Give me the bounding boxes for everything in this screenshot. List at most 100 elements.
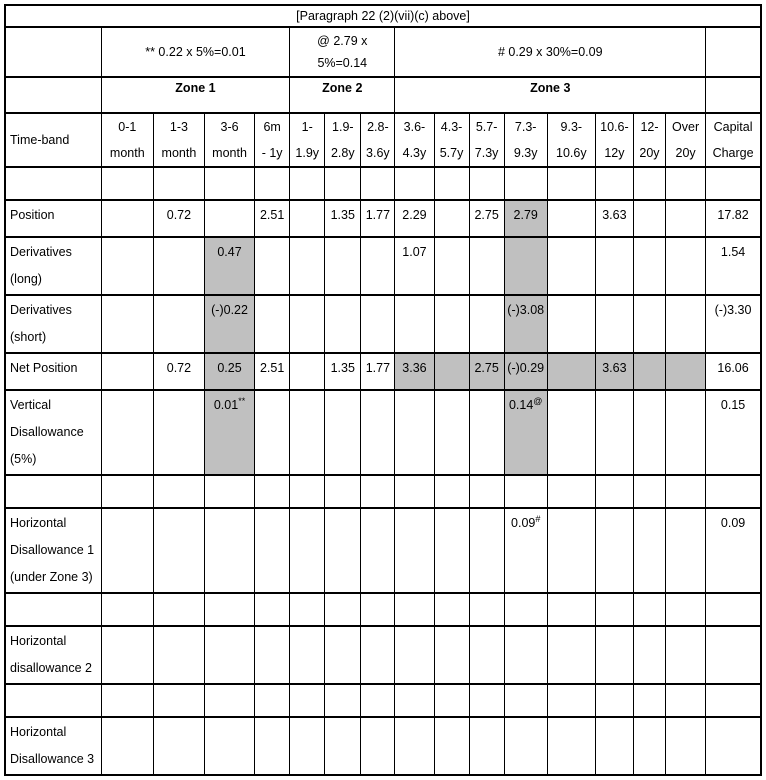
vertical-disallowance-cell-1.9-2.8y (324, 389, 362, 476)
vertical-disallowance-cell-3-6-month: 0.01** (203, 389, 256, 476)
derivatives-short-cell-2.8-3.6y (360, 294, 396, 354)
position-cell-4.3-5.7y (433, 199, 470, 238)
blank-row-3-cell-1-3-month (152, 592, 205, 627)
derivatives-long-cell-3-6-month: 0.47 (203, 236, 256, 296)
col-header-5.7-7.3y: 5.7- 7.3y (468, 112, 505, 168)
blank-row-1-cell-7.3-9.3y (503, 166, 548, 201)
derivatives-long-cell-over-20y (665, 236, 707, 296)
blank-row-4-cell-2.8-3.6y (360, 683, 396, 718)
blank-row-2-label (4, 474, 102, 509)
blank-row-1-cell-9.3-10.6y (546, 166, 596, 201)
net-position-cell-7.3-9.3y: (-)0.29 (503, 352, 548, 391)
col-header-1.9-2.8y: 1.9- 2.8y (324, 112, 362, 168)
net-position-cell-10.6-12y: 3.63 (594, 352, 634, 391)
blank-row-4-cell-over-20y (665, 683, 707, 718)
derivatives-short-cell-7.3-9.3y: (-)3.08 (503, 294, 548, 354)
blank-row-1-cell-0-1-month (100, 166, 154, 201)
blank-row-1-cell-capital-charge (705, 166, 762, 201)
derivatives-long-cell-6m-1y (254, 236, 291, 296)
position-cell-7.3-9.3y: 2.79 (503, 199, 548, 238)
derivatives-long-cell-4.3-5.7y (433, 236, 470, 296)
horizontal-disallowance-1-cell-2.8-3.6y (360, 507, 396, 594)
blank-row-2-cell-10.6-12y (594, 474, 634, 509)
vertical-disallowance-cell-7.3-9.3y: 0.14@ (503, 389, 548, 476)
vertical-disallowance-cell-capital-charge: 0.15 (705, 389, 762, 476)
position-cell-0-1-month (100, 199, 154, 238)
derivatives-long-row: Derivatives (long) 0.47 1.07 1.54 (4, 236, 762, 296)
blank-row-2-cell-over-20y (665, 474, 707, 509)
horizontal-disallowance-3-cell-1.9-2.8y (324, 716, 362, 776)
col-header-6m-1y: 6m - 1y (254, 112, 291, 168)
blank-row-3-cell-12-20y (632, 592, 667, 627)
derivatives-short-cell-over-20y (665, 294, 707, 354)
blank-row-1-cell-10.6-12y (594, 166, 634, 201)
col-header-7.3-9.3y: 7.3- 9.3y (503, 112, 548, 168)
col-header-capital-charge: Capital Charge (705, 112, 762, 168)
blank-row-1-cell-1.9-2.8y (324, 166, 362, 201)
horizontal-disallowance-2-cell-5.7-7.3y (468, 625, 505, 685)
vertical-disallowance-cell-10.6-12y (594, 389, 634, 476)
horizontal-disallowance-3-row: Horizontal Disallowance 3 (4, 716, 762, 776)
derivatives-long-cell-12-20y (632, 236, 667, 296)
blank-row-3-cell-3.6-4.3y (394, 592, 435, 627)
horizontal-disallowance-1-cell-6m-1y (254, 507, 291, 594)
blank-row-4-row (4, 683, 762, 718)
derivatives-long-cell-1-3-month (152, 236, 205, 296)
blank-row-4-cell-6m-1y (254, 683, 291, 718)
blank-row-4-cell-4.3-5.7y (433, 683, 470, 718)
net-position-row: Net Position 0.72 0.25 2.51 1.35 1.77 3.36 2.75… (4, 352, 762, 391)
vertical-disallowance-cell-0-1-month (100, 389, 154, 476)
zone-row-spacer-left (4, 76, 102, 114)
blank-row-1-label (4, 166, 102, 201)
blank-row-1-cell-5.7-7.3y (468, 166, 505, 201)
horizontal-disallowance-3-cell-over-20y (665, 716, 707, 776)
blank-row-1-cell-1-3-month (152, 166, 205, 201)
blank-row-3-cell-3-6-month (203, 592, 256, 627)
blank-row-2-cell-5.7-7.3y (468, 474, 505, 509)
horizontal-disallowance-2-cell-3.6-4.3y (394, 625, 435, 685)
timeband-header-row: Time-band 0-1 month 1-3 month 3-6 month 6m - 1y… (4, 112, 762, 168)
net-position-label: Net Position (4, 352, 102, 391)
position-cell-1.9-2.8y: 1.35 (324, 199, 362, 238)
horizontal-disallowance-2-cell-9.3-10.6y (546, 625, 596, 685)
net-position-cell-3.6-4.3y: 3.36 (394, 352, 435, 391)
horizontal-disallowance-1-cell-over-20y (665, 507, 707, 594)
horizontal-disallowance-1-cell-1-1.9y (289, 507, 326, 594)
blank-row-2-cell-1-3-month (152, 474, 205, 509)
horizontal-disallowance-2-cell-capital-charge (705, 625, 762, 685)
blank-row-2-cell-9.3-10.6y (546, 474, 596, 509)
derivatives-long-cell-1.9-2.8y (324, 236, 362, 296)
horizontal-disallowance-1-cell-7.3-9.3y: 0.09# (503, 507, 548, 594)
formula-row-spacer-left (4, 26, 102, 78)
net-position-cell-1-1.9y (289, 352, 326, 391)
blank-row-4-cell-3-6-month (203, 683, 256, 718)
zone-header-row: Zone 1 Zone 2 Zone 3 (4, 76, 762, 114)
col-header-3.6-4.3y: 3.6- 4.3y (394, 112, 435, 168)
net-position-cell-3-6-month: 0.25 (203, 352, 256, 391)
blank-row-3-label (4, 592, 102, 627)
net-position-cell-2.8-3.6y: 1.77 (360, 352, 396, 391)
horizontal-disallowance-3-cell-4.3-5.7y (433, 716, 470, 776)
horizontal-disallowance-3-cell-0-1-month (100, 716, 154, 776)
horizontal-disallowance-2-label: Horizontal disallowance 2 (4, 625, 102, 685)
net-position-cell-1.9-2.8y: 1.35 (324, 352, 362, 391)
derivatives-long-cell-3.6-4.3y: 1.07 (394, 236, 435, 296)
blank-row-3-cell-5.7-7.3y (468, 592, 505, 627)
horizontal-disallowance-2-row: Horizontal disallowance 2 (4, 625, 762, 685)
horizontal-disallowance-1-label: Horizontal Disallowance 1 (under Zone 3) (4, 507, 102, 594)
derivatives-short-cell-3.6-4.3y (394, 294, 435, 354)
net-position-cell-5.7-7.3y: 2.75 (468, 352, 505, 391)
position-label: Position (4, 199, 102, 238)
blank-row-3-cell-9.3-10.6y (546, 592, 596, 627)
formula-row-spacer-right (705, 26, 762, 78)
vertical-disallowance-cell-6m-1y (254, 389, 291, 476)
vertical-disallowance-cell-9.3-10.6y (546, 389, 596, 476)
col-header-10.6-12y: 10.6- 12y (594, 112, 634, 168)
horizontal-disallowance-3-cell-2.8-3.6y (360, 716, 396, 776)
horizontal-disallowance-3-cell-10.6-12y (594, 716, 634, 776)
zone1-header: Zone 1 (100, 76, 291, 114)
col-header-over-20y: Over 20y (665, 112, 707, 168)
blank-row-2-cell-3-6-month (203, 474, 256, 509)
horizontal-disallowance-1-row: Horizontal Disallowance 1 (under Zone 3) 0.… (4, 507, 762, 594)
position-cell-2.8-3.6y: 1.77 (360, 199, 396, 238)
